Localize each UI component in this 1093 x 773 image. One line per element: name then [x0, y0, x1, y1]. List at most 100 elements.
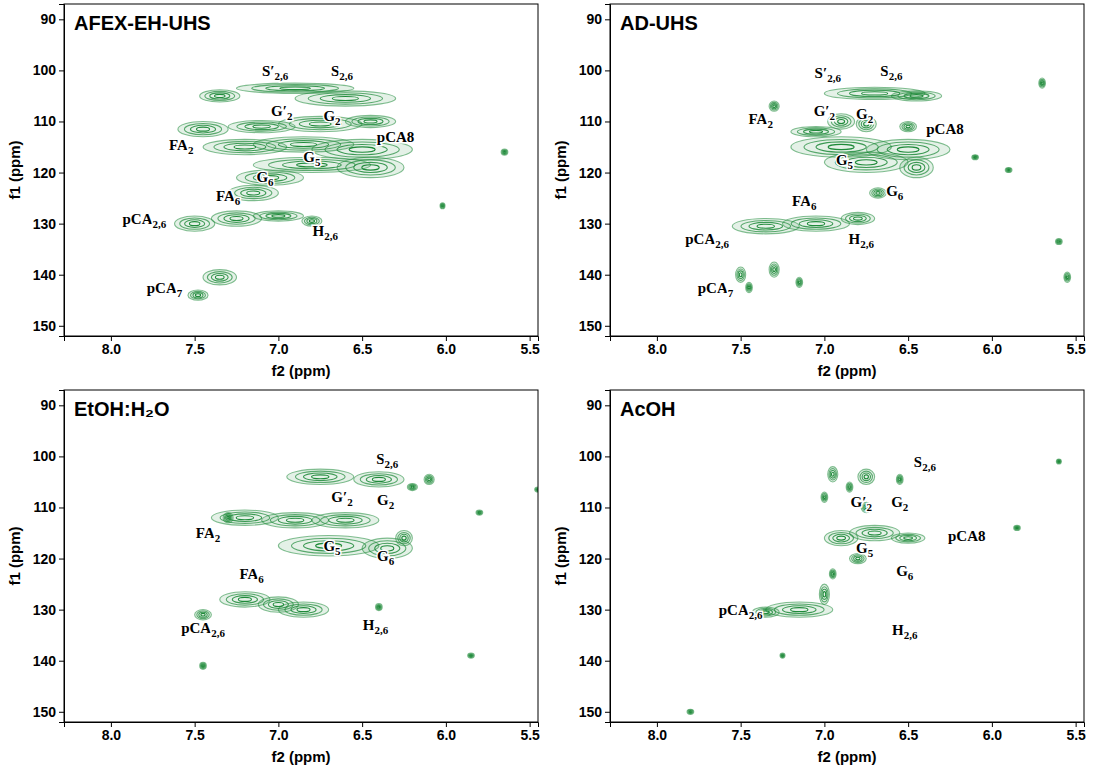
- peak: [312, 513, 379, 528]
- tick-label: 8.0: [102, 341, 122, 357]
- contour-level: [253, 125, 270, 128]
- peak-label-main: G: [303, 149, 315, 165]
- peak: [769, 262, 779, 277]
- tick: 150: [579, 318, 610, 334]
- peak: [846, 482, 853, 492]
- peak: [1005, 167, 1012, 172]
- contour-level: [821, 492, 828, 502]
- contour-level: [273, 603, 283, 607]
- contour-level: [424, 474, 434, 484]
- peak-label-main: FA: [239, 566, 258, 582]
- contour-level: [195, 294, 200, 297]
- tick: 6.5: [899, 336, 919, 357]
- tick: 100: [579, 448, 610, 464]
- contour-level: [502, 150, 507, 155]
- panel: 8.07.57.06.56.05.590100110120130140150f2…: [552, 4, 1086, 379]
- y-axis-title: f1 (ppm): [6, 526, 23, 585]
- peak: [783, 216, 850, 231]
- tick: 130: [579, 602, 610, 618]
- contour-level: [797, 128, 834, 136]
- peak-label: H2,6: [892, 622, 918, 641]
- contour-level: [200, 90, 240, 102]
- contour-level: [402, 536, 406, 540]
- contour-level: [258, 597, 298, 612]
- contour-level: [286, 518, 303, 522]
- contour-level: [197, 611, 209, 619]
- contour-level: [746, 282, 753, 292]
- tick: 5.5: [1066, 722, 1086, 743]
- peak-label: G5: [323, 538, 341, 557]
- peak-label-sub: 6: [389, 555, 395, 567]
- contour-level: [478, 511, 481, 514]
- peak-label-main: G′: [331, 489, 347, 505]
- tick-label: 150: [579, 318, 603, 334]
- contour-level: [304, 473, 337, 481]
- contour-level: [278, 516, 311, 524]
- contour-level: [188, 290, 208, 300]
- panel-title: AD-UHS: [620, 12, 698, 34]
- contour-level: [910, 95, 923, 98]
- peak-label: S2,6: [376, 451, 399, 470]
- contour-level: [824, 496, 826, 499]
- tick-label: 8.0: [102, 727, 122, 743]
- contour-level: [266, 213, 291, 218]
- peak: [821, 492, 828, 502]
- contour-level: [748, 286, 750, 289]
- contour-level: [912, 165, 921, 170]
- peak-label-sub: 2,6: [374, 624, 388, 636]
- peak: [354, 472, 404, 487]
- tick: 120: [579, 165, 610, 181]
- peak-label-main: G: [856, 540, 868, 556]
- contour-level: [690, 711, 692, 712]
- contour-level: [345, 115, 395, 127]
- peak: [195, 610, 212, 620]
- contour-level: [780, 653, 785, 658]
- contour-level: [833, 534, 850, 542]
- peak-label-main: H: [892, 622, 904, 638]
- contour-level: [366, 476, 391, 484]
- contour-level: [268, 601, 288, 609]
- contour-level: [211, 273, 228, 281]
- contour-level: [191, 291, 206, 299]
- contour-level: [897, 476, 902, 484]
- contour-level: [201, 664, 204, 668]
- contour-level: [1006, 168, 1011, 172]
- tick: 7.5: [731, 722, 751, 743]
- axis-line: [611, 723, 1085, 728]
- contour-level: [175, 216, 215, 231]
- contour-level: [1008, 169, 1010, 170]
- peak-label-sub: 6: [811, 200, 817, 212]
- tick: 6.0: [983, 336, 1003, 357]
- contour-level: [974, 157, 976, 158]
- contour-level: [739, 273, 742, 277]
- peak: [736, 267, 746, 282]
- contour-level: [1007, 169, 1010, 172]
- contour-level: [841, 212, 874, 224]
- contour-level: [830, 470, 835, 478]
- tick-label: 120: [579, 165, 603, 181]
- tick: 6.5: [353, 336, 373, 357]
- tick: 6.0: [437, 336, 457, 357]
- tick-label: 130: [33, 602, 57, 618]
- peak-label: S2,6: [331, 63, 354, 82]
- contour-level: [199, 612, 207, 617]
- contour-level: [762, 611, 769, 614]
- peak-label: FA2: [749, 111, 774, 130]
- contour-level: [440, 203, 445, 209]
- contour-level: [769, 262, 779, 277]
- contour-level: [822, 589, 827, 599]
- contour-level: [845, 214, 870, 223]
- tick: 6.5: [899, 722, 919, 743]
- contour-level: [807, 222, 824, 226]
- peak-label-sub: 2,6: [749, 609, 763, 621]
- panel: 8.07.57.06.56.05.590100110120130140150f2…: [6, 4, 540, 379]
- contour-level: [824, 152, 908, 172]
- contour-level: [195, 610, 212, 620]
- peak-label-main: G′: [271, 103, 287, 119]
- contour-level: [470, 655, 472, 656]
- peak-label-sub: 2,6: [339, 70, 353, 82]
- peak-label-main: pCA: [123, 211, 153, 227]
- contour-level: [203, 270, 236, 285]
- tick-label: 7.5: [731, 727, 751, 743]
- peak-label: pCA2,6: [685, 231, 729, 250]
